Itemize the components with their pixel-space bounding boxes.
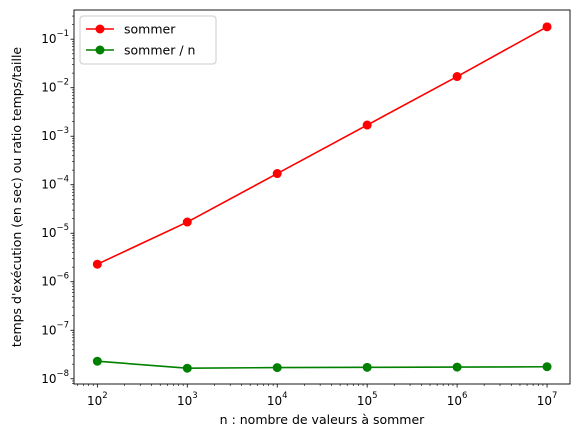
y-tick-labels: 10−8 10−7 10−6 10−5 10−4 10−3 10−2 10−1 — [41, 29, 69, 386]
series-line-sommer-n — [97, 360, 548, 370]
y-axis-label: temps d'exécution (en sec) ou ratio temp… — [9, 47, 24, 348]
data-point-sommer-n — [272, 363, 282, 373]
y-tick-label: 10−7 — [41, 320, 69, 337]
legend-label-sommer: sommer — [124, 22, 176, 37]
legend: sommer sommer / n — [79, 15, 217, 65]
x-tick-label: 107 — [537, 391, 558, 408]
y-tick-label: 10−4 — [41, 175, 69, 192]
legend-swatch-marker-sommer — [95, 24, 105, 34]
y-tick-label: 10−3 — [41, 126, 69, 143]
x-axis-label: n : nombre de valeurs à sommer — [220, 412, 425, 427]
data-point-sommer-n — [452, 362, 462, 372]
data-point-sommer — [182, 217, 192, 227]
series-line-sommer — [97, 26, 548, 265]
y-tick-label: 10−2 — [41, 78, 69, 95]
x-tick-label: 103 — [177, 391, 198, 408]
plot-frame — [73, 9, 571, 385]
data-point-sommer — [452, 72, 462, 82]
x-tick-label: 104 — [267, 391, 288, 408]
data-point-sommer-n — [362, 362, 372, 372]
series-layer — [92, 22, 552, 373]
y-tick-label: 10−5 — [41, 223, 69, 240]
x-tick-label: 105 — [357, 391, 378, 408]
y-tick-label: 10−8 — [41, 369, 69, 386]
data-point-sommer — [272, 169, 282, 179]
data-point-sommer — [542, 22, 552, 32]
data-point-sommer — [362, 120, 372, 130]
data-point-sommer-n — [542, 362, 552, 372]
data-point-sommer-n — [92, 356, 102, 366]
y-tick-label: 10−6 — [41, 272, 69, 289]
legend-label-sommer-n: sommer / n — [124, 43, 195, 58]
legend-swatch-marker-sommer-n — [95, 45, 105, 55]
legend-box — [79, 15, 217, 65]
x-tick-label: 106 — [447, 391, 468, 408]
data-point-sommer — [92, 259, 102, 269]
data-point-sommer-n — [182, 363, 192, 373]
x-tick-label: 102 — [87, 391, 108, 408]
x-tick-labels: 102 103 104 105 106 107 — [87, 391, 557, 408]
major-ticks — [70, 38, 548, 388]
y-tick-label: 10−1 — [41, 29, 69, 46]
